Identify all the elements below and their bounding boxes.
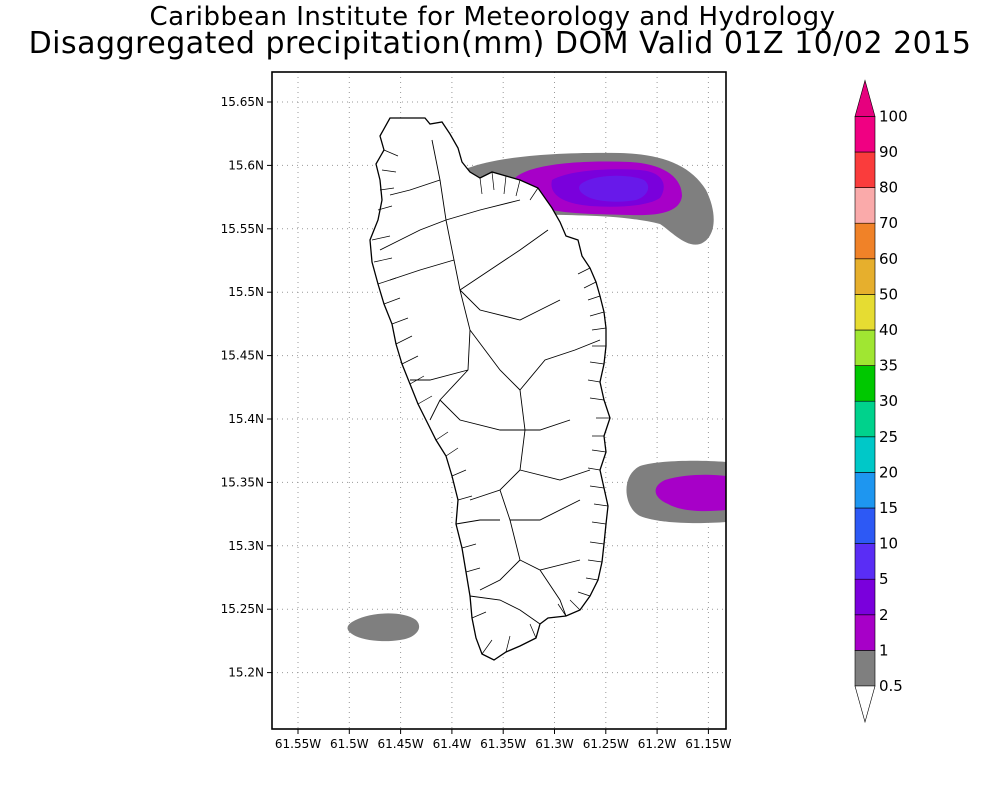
colorbar-below-triangle [854, 685, 876, 724]
colorbar-level-label: 15 [879, 499, 898, 517]
lon-tick-label: 61.55W [275, 737, 321, 751]
colorbar-level-label: 1 [879, 641, 889, 659]
colorbar-level-label: 2 [879, 606, 889, 624]
lat-tick-label: 15.35N [221, 475, 264, 489]
colorbar-level-label: 20 [879, 463, 898, 481]
lon-tick-label: 61.5W [330, 737, 369, 751]
colorbar-segment [854, 614, 876, 651]
colorbar-segment [854, 329, 876, 366]
colorbar-segment [854, 222, 876, 260]
colorbar-segment [854, 187, 876, 224]
lat-tick-label: 15.5N [228, 285, 264, 299]
colorbar-segment [854, 436, 876, 473]
lon-tick-label: 61.35W [480, 737, 526, 751]
colorbar-level-label: 0.5 [879, 677, 903, 695]
lon-tick-label: 61.45W [377, 737, 423, 751]
colorbar-level-label: 80 [879, 179, 898, 197]
institution-title: Caribbean Institute for Meteorology and … [149, 2, 836, 32]
colorbar-above-triangle [854, 79, 876, 117]
lon-tick-label: 61.2W [638, 737, 677, 751]
lat-tick-label: 15.6N [228, 158, 264, 172]
coastal-drainage [371, 149, 610, 655]
lat-tick-label: 15.65N [221, 95, 264, 109]
colorbar-segment [854, 116, 876, 153]
latitude-axis: 15.65N 15.6N 15.55N 15.5N 15.45N 15.4N 15.35N 1… [221, 95, 272, 680]
precip-area-east-1 [655, 474, 726, 512]
precip-area-southwest-0.5 [347, 613, 420, 642]
colorbar-level-label: 90 [879, 143, 898, 161]
precipitation-shading [347, 152, 726, 642]
colorbar-level-label: 25 [879, 428, 898, 446]
colorbar-level-label: 30 [879, 392, 898, 410]
lat-tick-label: 15.45N [221, 349, 264, 363]
colorbar-segment [854, 507, 876, 544]
colorbar-segment [854, 650, 876, 687]
precip-area-north-5 [579, 175, 649, 202]
map-frame [271, 71, 727, 730]
lat-tick-label: 15.2N [228, 666, 264, 680]
colorbar-level-label: 40 [879, 321, 898, 339]
colorbar-segment [854, 400, 876, 438]
colorbar-segment [854, 365, 876, 402]
lon-tick-label: 61.4W [433, 737, 472, 751]
colorbar-segment [854, 294, 876, 331]
lat-tick-label: 15.3N [228, 539, 264, 553]
colorbar-segment [854, 578, 876, 616]
dominica-island [369, 117, 611, 661]
colorbar-segment [854, 151, 876, 188]
watershed-boundaries [379, 139, 601, 625]
longitude-axis: 61.55W 61.5W 61.45W 61.4W 61.35W 61.3W 61.25W 6… [275, 729, 732, 751]
colorbar-level-label: 60 [879, 250, 898, 268]
lon-tick-label: 61.25W [583, 737, 629, 751]
lat-tick-label: 15.55N [221, 222, 264, 236]
colorbar-level-label: 10 [879, 535, 898, 553]
lon-tick-label: 61.15W [685, 737, 731, 751]
colorbar-level-label: 5 [879, 570, 889, 588]
colorbar-level-label: 70 [879, 214, 898, 232]
colorbar-segment [854, 472, 876, 509]
lat-tick-label: 15.4N [228, 412, 264, 426]
product-title: Disaggregated precipitation(mm) DOM Vali… [28, 26, 972, 61]
colorbar-level-label: 50 [879, 285, 898, 303]
colorbar-level-label: 35 [879, 357, 898, 375]
colorbar-segment [854, 258, 876, 295]
colorbar-segment [854, 543, 876, 580]
colorbar-level-label: 100 [879, 107, 908, 125]
lon-tick-label: 61.3W [535, 737, 574, 751]
map-gridlines [272, 72, 726, 729]
lat-tick-label: 15.25N [221, 602, 264, 616]
